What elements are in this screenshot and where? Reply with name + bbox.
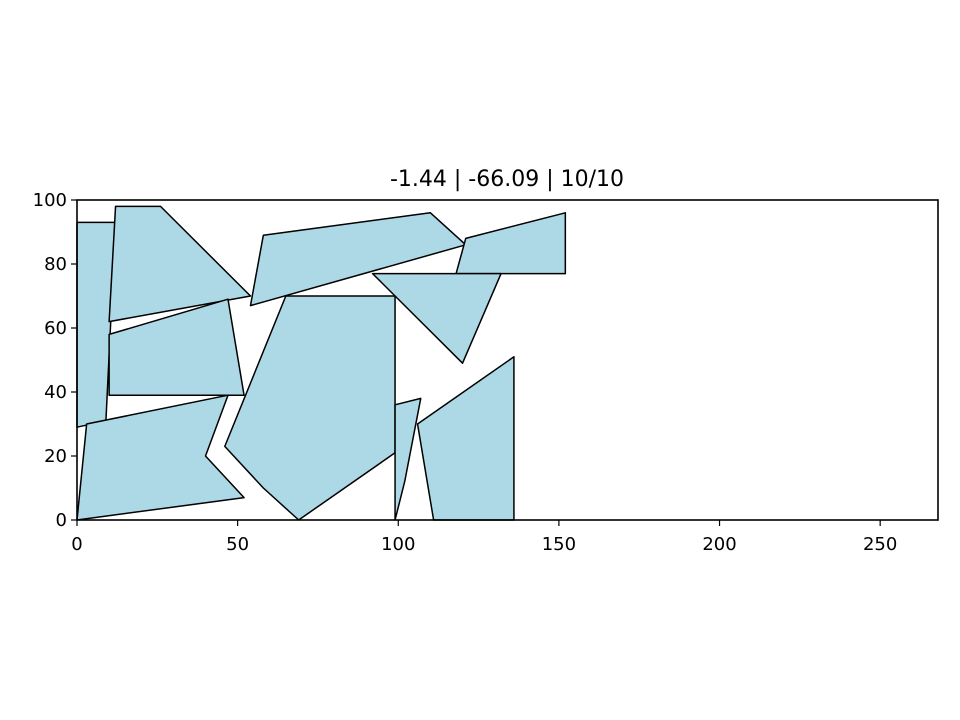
polygon-layer (76, 205, 567, 521)
polygon-p6 (455, 212, 567, 275)
x-tick-label: 50 (226, 534, 249, 555)
x-tick-label: 0 (71, 534, 82, 555)
y-axis: 0 20 40 60 80 100 (33, 190, 77, 531)
x-tick-label: 100 (381, 534, 415, 555)
y-tick-label: 40 (44, 382, 67, 403)
polygon-p3 (108, 298, 245, 396)
x-tick-label: 150 (542, 534, 576, 555)
chart-title: -1.44 | -66.09 | 10/10 (390, 167, 624, 192)
x-axis: 0 50 100 150 200 250 (71, 520, 897, 555)
y-tick-label: 100 (33, 190, 67, 211)
y-tick-label: 0 (56, 510, 67, 531)
y-tick-label: 80 (44, 254, 67, 275)
polygon-p10 (416, 356, 515, 521)
polygon-p9 (394, 397, 422, 521)
polygon-p7 (371, 272, 502, 364)
y-tick-label: 60 (44, 318, 67, 339)
polygon-p2 (108, 205, 252, 323)
polygon-p1 (76, 221, 117, 428)
y-tick-label: 20 (44, 446, 67, 467)
polygon-p4 (76, 394, 245, 521)
x-tick-label: 250 (863, 534, 897, 555)
axes-frame (76, 199, 939, 521)
x-tick-label: 200 (702, 534, 736, 555)
polygon-p8 (224, 295, 396, 521)
